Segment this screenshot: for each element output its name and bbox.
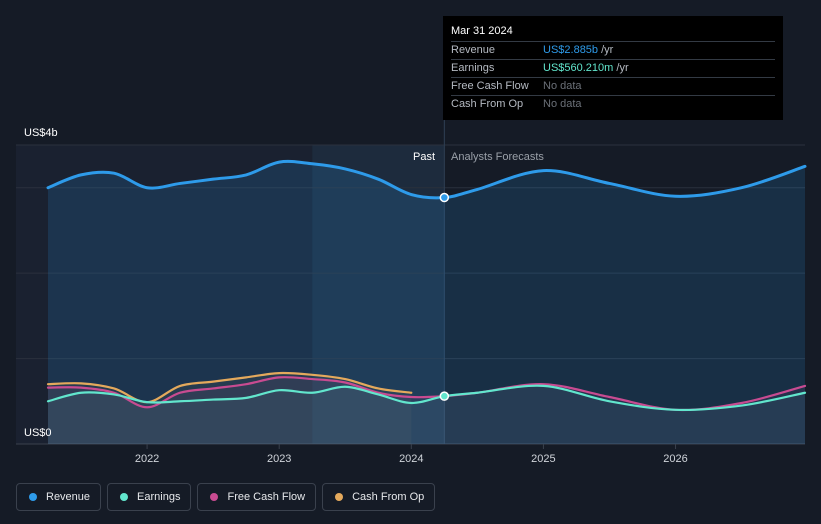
legend-label: Earnings [137,491,181,503]
legend-label: Cash From Op [352,491,425,503]
tooltip-value: US$560.210m [543,62,614,74]
tooltip-label: Revenue [451,44,496,56]
revenue-marker [439,192,450,203]
x-tick-label: 2024 [399,453,423,465]
free-cash-flow-area [48,377,805,444]
legend-item-cash-from-op[interactable]: Cash From Op [322,483,436,511]
tooltip-value: US$2.885b [543,44,599,56]
earnings-marker [439,391,450,401]
legend-label: Free Cash Flow [227,491,306,503]
tooltip-label: Free Cash Flow [451,80,529,92]
x-tick-label: 2025 [531,453,555,465]
data-tooltip: Mar 31 2024 Revenue US$2.885b /yr Earnin… [443,16,783,120]
tooltip-date: Mar 31 2024 [451,25,513,37]
x-tick-label: 2022 [135,453,159,465]
legend-item-revenue[interactable]: Revenue [16,483,102,511]
x-tick-label: 2023 [267,453,291,465]
tooltip-row-earnings: Earnings US$560.210m /yr [451,59,775,77]
legend-item-free-cash-flow[interactable]: Free Cash Flow [197,483,317,511]
revenue-area [48,161,805,444]
revenue-dot-icon [29,493,37,501]
free-cash-flow-line [46,376,807,412]
tooltip-row-fcf: Free Cash Flow No data [451,77,775,95]
cash-from-op-dot-icon [335,493,344,501]
cash-from-op-line [46,371,413,404]
earnings-area [48,385,805,444]
earnings-dot-icon [120,493,129,501]
chart-legend: Revenue Earnings Free Cash Flow Cash Fro… [16,483,436,511]
y-label-bottom: US$0 [24,427,52,439]
revenue-line [46,159,807,200]
legend-item-earnings[interactable]: Earnings [107,483,192,511]
tooltip-label: Cash From Op [451,98,524,110]
x-tick-label: 2026 [663,453,687,465]
free-cash-flow-dot-icon [210,493,219,501]
tooltip-value: No data [543,80,582,92]
y-label-top: US$4b [24,127,58,139]
past-label: Past [413,151,435,163]
tooltip-row-revenue: Revenue US$2.885b /yr [451,41,775,59]
tooltip-label: Earnings [451,62,495,74]
tooltip-unit: /yr [613,62,629,74]
legend-label: Revenue [46,491,91,503]
tooltip-row-cfo: Cash From Op No data [451,95,775,113]
earnings-line [46,384,807,412]
forecast-label: Analysts Forecasts [451,151,544,163]
tooltip-value: No data [543,98,582,110]
tooltip-unit: /yr [598,44,614,56]
